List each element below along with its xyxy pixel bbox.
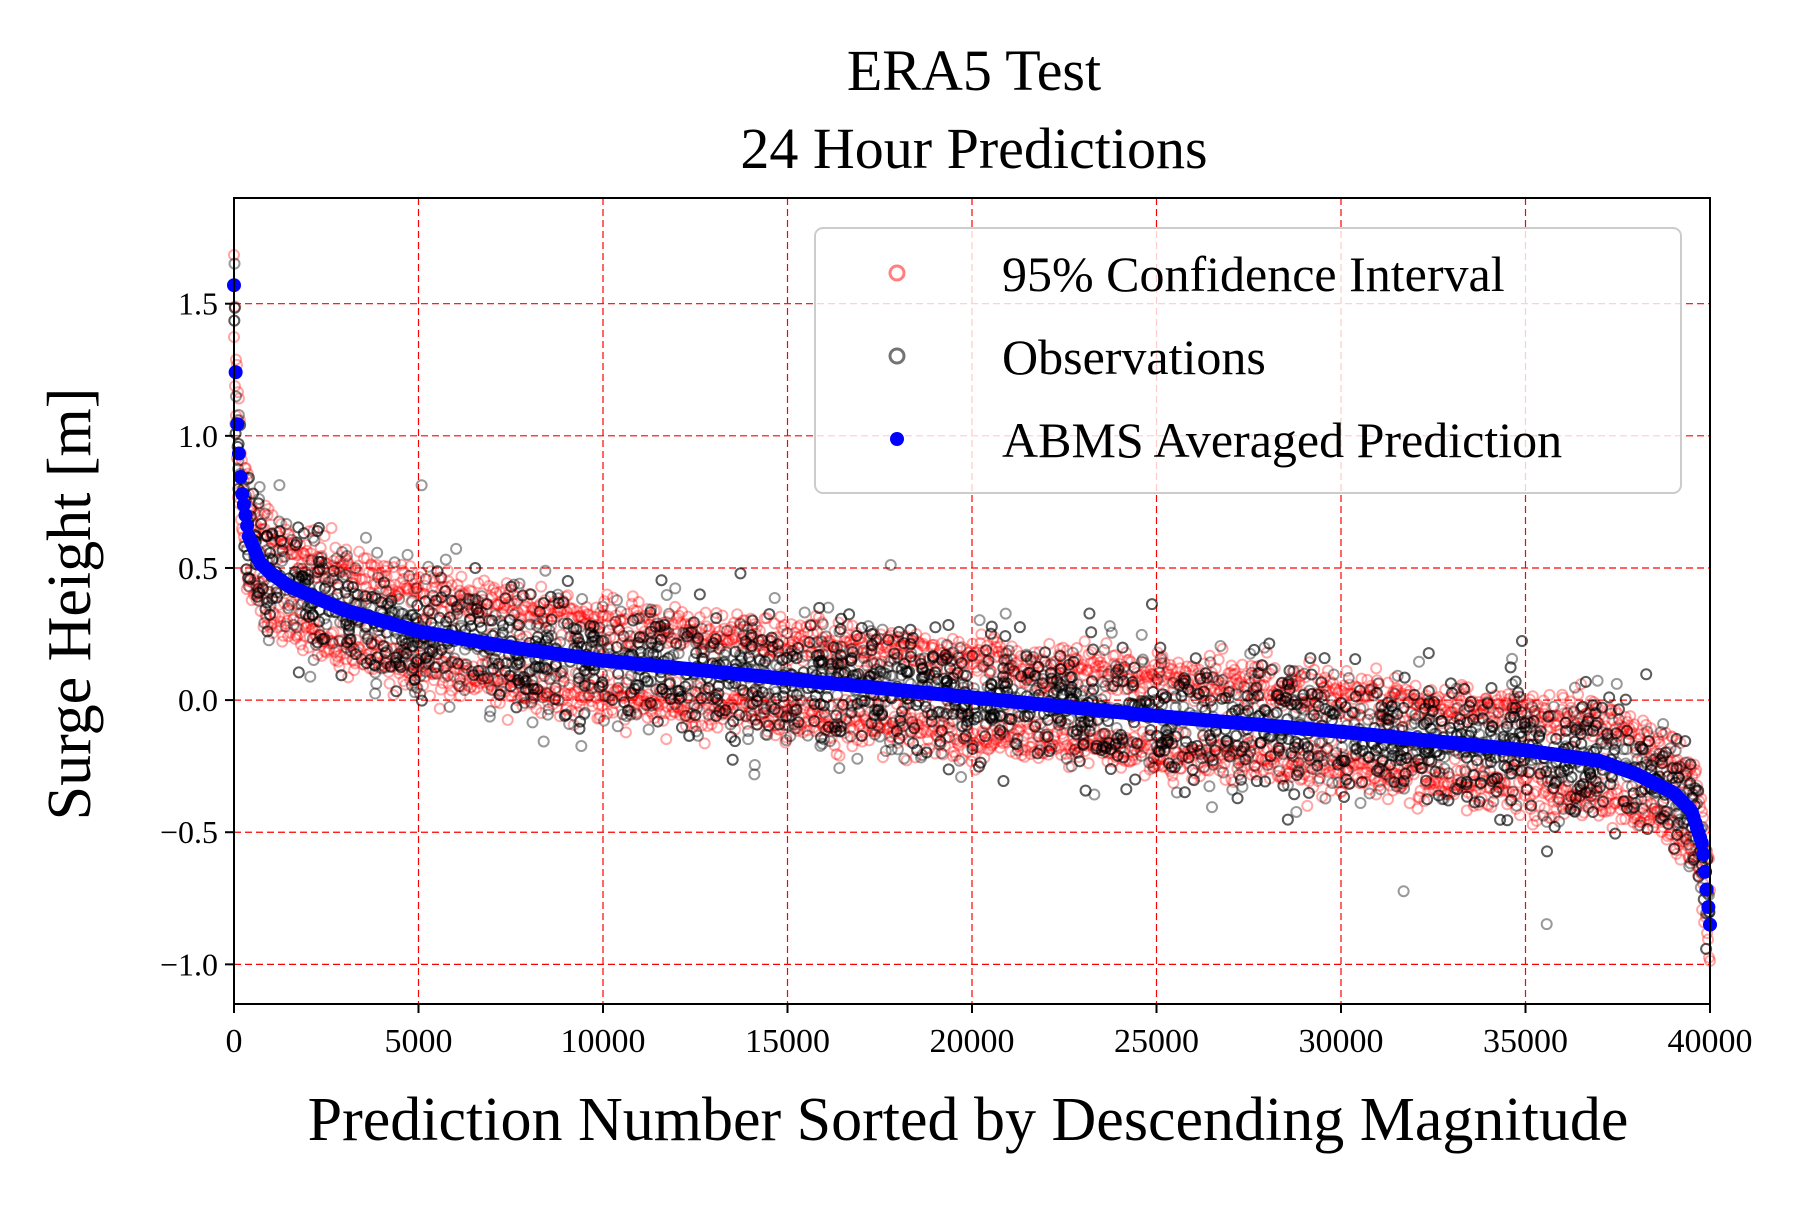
- observation-point: [613, 721, 623, 731]
- confidence-interval-point: [1545, 690, 1555, 700]
- confidence-interval-point: [503, 715, 513, 725]
- confidence-interval-point: [536, 582, 546, 592]
- confidence-interval-point: [326, 523, 336, 533]
- confidence-interval-point: [435, 704, 445, 714]
- observation-point: [451, 544, 461, 554]
- confidence-interval-point: [661, 734, 671, 744]
- chart-title-line-1: ERA5 Test: [847, 38, 1101, 103]
- observation-point: [834, 763, 844, 773]
- confidence-interval-point: [878, 752, 888, 762]
- confidence-interval-point: [1101, 638, 1111, 648]
- observation-point: [644, 725, 654, 735]
- observation-point: [1107, 628, 1117, 638]
- observation-point: [1414, 657, 1424, 667]
- observation-point: [1207, 802, 1217, 812]
- observation-point: [800, 607, 810, 617]
- observation-point: [1204, 781, 1214, 791]
- confidence-interval-point: [1703, 935, 1713, 945]
- observation-point: [1105, 621, 1115, 631]
- observation-point: [1393, 671, 1403, 681]
- observation-point: [305, 672, 315, 682]
- confidence-interval-point: [1168, 778, 1178, 788]
- observation-point: [372, 548, 382, 558]
- observation-point: [403, 550, 413, 560]
- observation-point: [577, 594, 587, 604]
- observation-point: [1399, 886, 1409, 896]
- confidence-interval-point: [1080, 636, 1090, 646]
- observation-point: [1593, 676, 1603, 686]
- observation-point: [1542, 919, 1552, 929]
- observation-point: [370, 689, 380, 699]
- chart-title: ERA5 Test 24 Hour Predictions: [740, 38, 1207, 181]
- observation-point: [1215, 641, 1225, 651]
- confidence-interval-point: [1302, 801, 1312, 811]
- observation-point: [528, 717, 538, 727]
- chart-title-line-2: 24 Hour Predictions: [740, 116, 1207, 181]
- observation-point: [445, 702, 455, 712]
- observation-point: [1356, 798, 1366, 808]
- confidence-interval-point: [1371, 663, 1381, 673]
- observation-point: [441, 555, 451, 565]
